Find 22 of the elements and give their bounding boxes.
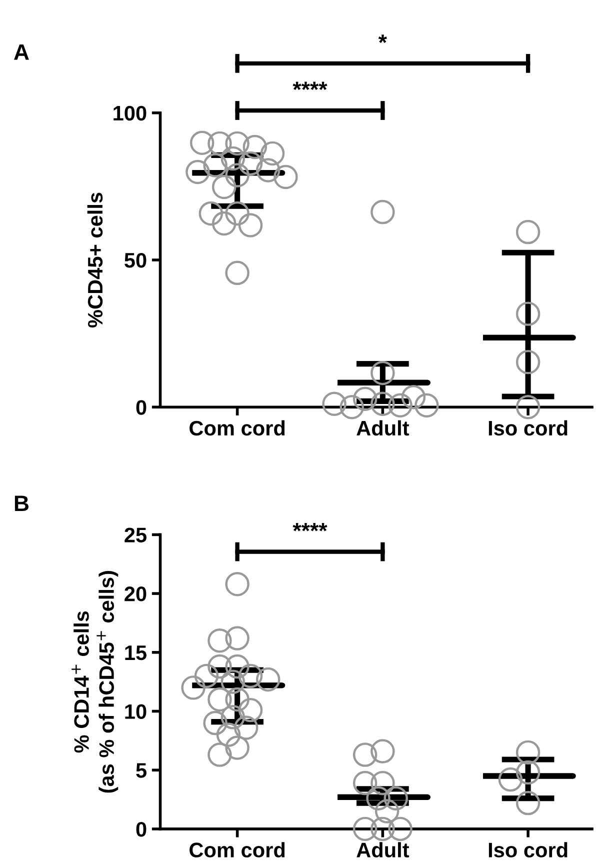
y-tick-label: 50 [124,252,146,268]
y-tick-label: 100 [114,106,146,121]
x-tick-label: Iso cord [488,842,568,858]
text: **** [292,523,328,532]
y-axis-title: % CD14$^{+}$ cells (as % of hCD45$^{+}$ cells) [72,571,118,793]
x-tick-label: Iso cord [488,420,568,436]
y-tick-label: 25 [124,528,146,542]
text: * [378,34,387,43]
y-axis-title: %CD45+ cells [87,192,103,328]
chart-title: B [14,496,29,512]
y-tick-label: 5 [136,763,146,778]
y-tick-label: 0 [136,400,146,415]
text: **** [292,82,328,90]
y-tick-label: 20 [124,586,146,602]
y-tick-label: 10 [125,704,146,719]
x-tick-label: Com cord [190,842,285,858]
y-tick-label: 0 [136,822,146,837]
chart-title: A [14,44,29,60]
x-tick-label: Com cord [190,420,285,436]
x-tick-label: Adult [356,420,410,436]
x-tick-label: Adult [356,842,410,858]
y-tick-label: 15 [125,646,146,660]
